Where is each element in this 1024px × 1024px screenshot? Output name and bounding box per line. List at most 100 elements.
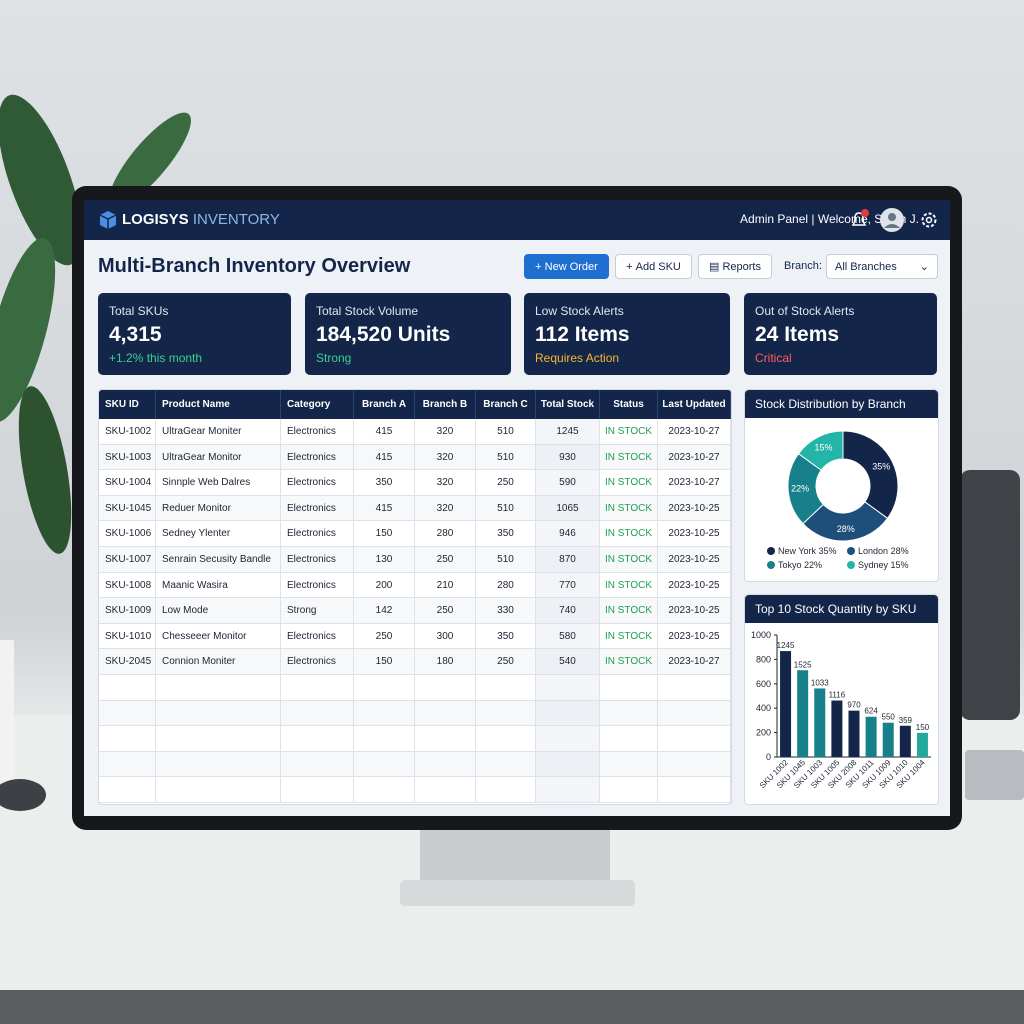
legend-value: 28% [891, 546, 909, 556]
button[interactable]: ▤ Reports [698, 254, 772, 279]
table-cell: 510 [476, 495, 536, 522]
table-cell: Electronics [281, 649, 354, 675]
column-header: Total Stock [536, 390, 600, 419]
table-cell: 320 [415, 444, 476, 471]
table-cell: IN STOCK [600, 623, 658, 650]
top-bar: LOGISYS INVENTORY Admin Panel | Welcome,… [84, 200, 950, 240]
table-cell [600, 675, 658, 701]
table-cell [281, 700, 354, 727]
table-cell: Electronics [281, 623, 354, 650]
bar [916, 732, 928, 757]
table-cell: IN STOCK [600, 649, 658, 675]
bar-label: 150 [916, 723, 930, 732]
table-cell: 350 [476, 623, 536, 650]
table-cell [600, 726, 658, 752]
table-row: SKU-1003 UltraGear Monitor Electronics 415 3… [99, 444, 731, 471]
table-cell: Strong [281, 598, 354, 624]
table-cell: IN STOCK [600, 572, 658, 599]
branch-select[interactable]: All Branches ⌄ [826, 254, 938, 279]
legend-entry: London 28% [858, 546, 909, 556]
donut-chart: 35% 28% 22% 15% New York 35% London 28% Tokyo … [767, 430, 909, 570]
table-row [99, 700, 731, 727]
table-cell: 300 [415, 623, 476, 650]
stat-card: Out of Stock Alerts 24 Items Critical [744, 293, 937, 375]
card-value: 4,315 [109, 323, 162, 346]
table-cell: 1065 [536, 495, 600, 522]
table-cell [99, 751, 156, 778]
table-cell: Electronics [281, 444, 354, 471]
table-cell: 150 [354, 649, 415, 675]
card-note: Requires Action [535, 351, 620, 365]
table-cell: 930 [536, 444, 600, 471]
settings-icon[interactable] [919, 210, 939, 230]
table-cell: 320 [415, 495, 476, 522]
bar [797, 670, 809, 757]
bar-label: 1525 [794, 660, 812, 669]
table-cell: 130 [354, 547, 415, 573]
column-header: Product Name [156, 390, 281, 419]
legend-name: Tokyo [778, 560, 802, 570]
table-cell [354, 675, 415, 701]
table-cell: 210 [415, 572, 476, 599]
column-header: Last Updated [658, 390, 731, 419]
slice-label: 28% [837, 524, 855, 534]
branch-label: Branch: [784, 260, 822, 272]
table-cell: 320 [415, 419, 476, 445]
welcome-text: Admin Panel | Welcome, Sarah J. [740, 212, 919, 226]
table-cell: 330 [476, 598, 536, 624]
table-cell [99, 675, 156, 701]
card-note: +1.2% this month [109, 351, 203, 365]
table-cell: Electronics [281, 419, 354, 445]
donut-slice [842, 430, 899, 520]
select-value: All Branches [835, 260, 897, 273]
button[interactable]: + New Order [524, 254, 609, 279]
donut-panel: Stock Distribution by Branch 35% 28% 22% 15… [744, 389, 939, 582]
table-cell: 415 [354, 419, 415, 445]
table-cell: Connion Moniter [156, 649, 281, 675]
table-cell [354, 777, 415, 803]
table-cell: Electronics [281, 495, 354, 522]
table-row: SKU-1006 Sedney Ylenter Electronics 150 280 3… [99, 521, 731, 547]
table-cell [354, 700, 415, 727]
table-cell [536, 675, 600, 701]
table-cell: SKU-1002 [99, 419, 156, 445]
table-cell: 580 [536, 623, 600, 650]
table-cell: 2023-10-25 [658, 572, 731, 599]
table-row [99, 777, 731, 803]
table-cell: 250 [415, 547, 476, 573]
table-cell: Maanic Wasira [156, 572, 281, 599]
table-cell: Electronics [281, 470, 354, 496]
table-cell: 250 [354, 623, 415, 650]
table-cell [156, 777, 281, 803]
table-cell: 320 [415, 470, 476, 496]
card-label: Low Stock Alerts [535, 304, 624, 318]
table-cell [658, 726, 731, 752]
table-cell [354, 751, 415, 778]
table-cell [476, 751, 536, 778]
notification-icon[interactable] [848, 209, 870, 231]
table-cell: SKU-1006 [99, 521, 156, 547]
table-cell [476, 700, 536, 727]
table-cell: 415 [354, 495, 415, 522]
inventory-table: SKU ID Product Name Category Branch A Branch… [98, 389, 732, 805]
avatar[interactable] [880, 208, 904, 232]
table-cell: IN STOCK [600, 470, 658, 496]
y-tick-label: 1000 [751, 630, 771, 640]
table-cell: SKU-1009 [99, 598, 156, 624]
card-value: 24 Items [755, 323, 840, 346]
table-row: SKU-1009 Low Mode Strong 142 250 330 740 IN STO… [99, 598, 731, 624]
table-cell: Chesseeer Monitor [156, 623, 281, 650]
card-value: 184,520 Units [316, 323, 451, 346]
table-cell: 2023-10-25 [658, 521, 731, 547]
table-cell [415, 777, 476, 803]
table-cell: 200 [354, 572, 415, 599]
table-row: SKU-1007 Senrain Secusity Bandle Electroni… [99, 547, 731, 573]
legend-entry: Sydney 15% [858, 560, 909, 570]
bar-label: 1245 [777, 641, 795, 650]
button[interactable]: + Add SKU [615, 254, 692, 279]
table-cell: IN STOCK [600, 495, 658, 522]
table-cell [415, 726, 476, 752]
slice-label: 22% [791, 484, 809, 494]
slice-label: 35% [872, 461, 890, 471]
